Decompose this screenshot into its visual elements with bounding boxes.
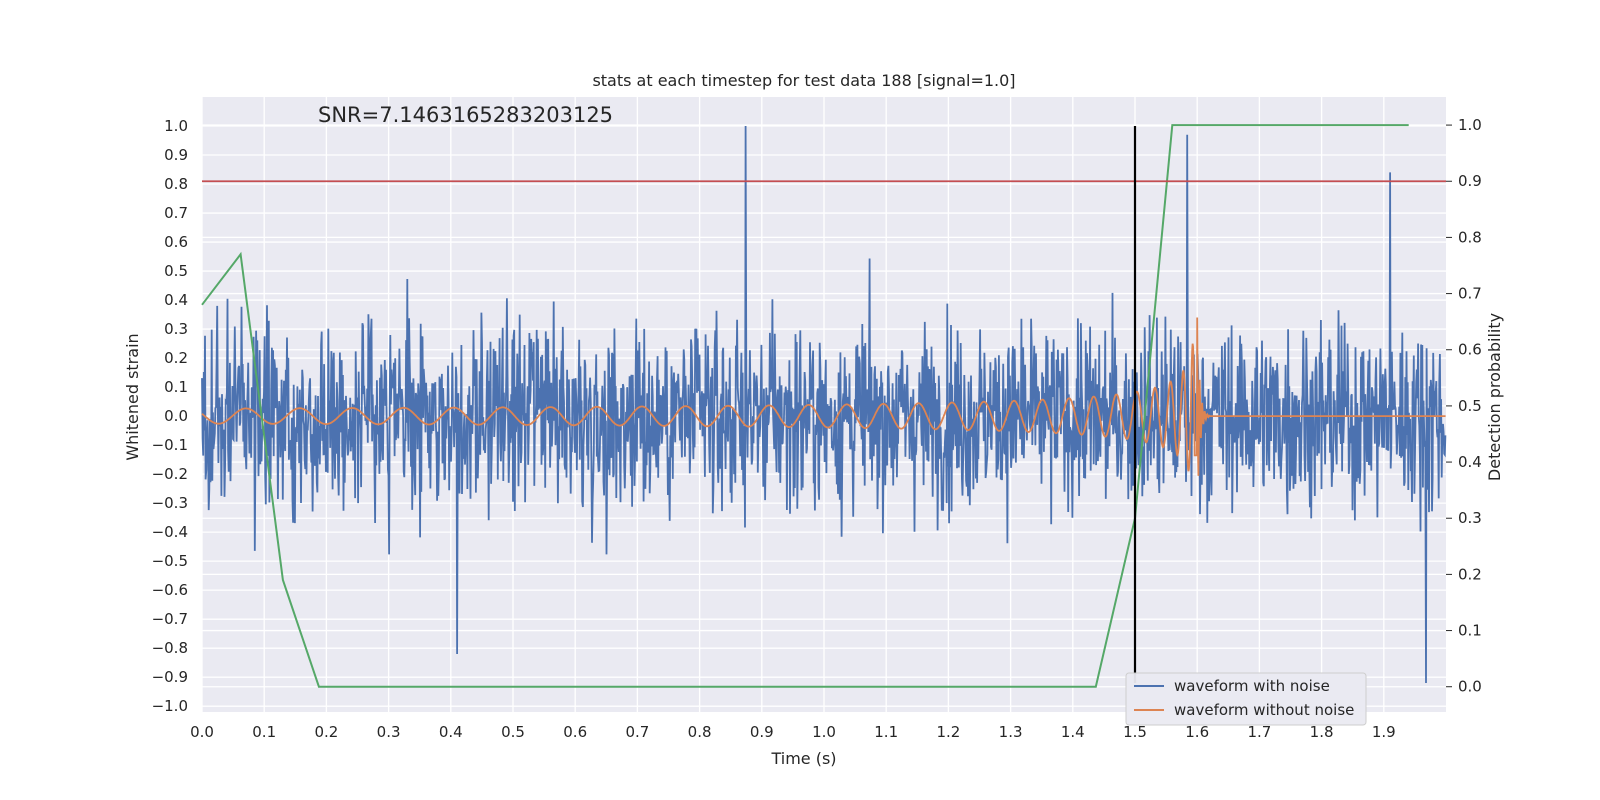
- y2-axis-label: Detection probability: [1485, 313, 1504, 481]
- y2-tick-label: 0.1: [1458, 622, 1482, 640]
- y2-tick-label: 0.2: [1458, 565, 1482, 583]
- y-tick-label: −0.9: [152, 668, 188, 686]
- x-tick-label: 0.5: [501, 723, 525, 741]
- x-axis-label: Time (s): [770, 749, 836, 768]
- x-tick-label: 1.0: [812, 723, 836, 741]
- y-tick-label: 0.6: [164, 233, 188, 251]
- y2-tick-label: 0.7: [1458, 285, 1482, 303]
- x-tick-label: 0.8: [688, 723, 712, 741]
- legend-label-noise: waveform with noise: [1174, 677, 1330, 695]
- y2-tick-label: 0.5: [1458, 397, 1482, 415]
- detection-probability-line: [201, 124, 1409, 688]
- series-waveform-with-noise: [201, 125, 1447, 684]
- y-tick-label: 0.5: [164, 262, 188, 280]
- y-tick-label: 0.9: [164, 146, 188, 164]
- chart-title: stats at each timestep for test data 188…: [592, 71, 1015, 90]
- y2-tick-label: 0.6: [1458, 341, 1482, 359]
- y-tick-label: −0.7: [152, 610, 188, 628]
- y-axis-label: Whitened strain: [123, 333, 142, 460]
- y2-tick-labels: 1.0 0.9 0.8 0.7 0.6 0.5 0.4 0.3 0.2 0.1 0.0: [1446, 116, 1482, 696]
- x-tick-label: 0.0: [190, 723, 214, 741]
- y-tick-label: −0.4: [152, 523, 188, 541]
- snr-annotation: SNR=7.1463165283203125: [318, 103, 613, 127]
- x-tick-label: 1.9: [1372, 723, 1396, 741]
- y-tick-label: −0.5: [152, 552, 188, 570]
- series-waveform-without-noise: [201, 317, 1446, 476]
- legend-label-clean: waveform without noise: [1174, 701, 1354, 719]
- x-tick-label: 1.3: [999, 723, 1023, 741]
- y-tick-label: 0.2: [164, 349, 188, 367]
- y-tick-label: −0.6: [152, 581, 188, 599]
- y-tick-label: 1.0: [164, 117, 188, 135]
- x-tick-label: 1.5: [1123, 723, 1147, 741]
- reference-lines: [202, 126, 1446, 683]
- y-tick-label: 0.3: [164, 320, 188, 338]
- x-tick-label: 1.2: [936, 723, 960, 741]
- y2-tick-label: 0.8: [1458, 228, 1482, 246]
- y-tick-label: −1.0: [152, 697, 188, 715]
- x-tick-label: 1.8: [1310, 723, 1334, 741]
- x-tick-label: 1.4: [1061, 723, 1085, 741]
- y-tick-label: −0.2: [152, 465, 188, 483]
- x-tick-label: 0.7: [625, 723, 649, 741]
- y2-tick-label: 0.3: [1458, 509, 1482, 527]
- y-tick-label: −0.8: [152, 639, 188, 657]
- x-tick-label: 0.6: [563, 723, 587, 741]
- legend-box: [1125, 672, 1367, 726]
- y2-tick-label: 1.0: [1458, 116, 1482, 134]
- y-tick-label: 0.4: [164, 291, 188, 309]
- y-tick-label: −0.3: [152, 494, 188, 512]
- x-tick-label: 0.4: [439, 723, 463, 741]
- x-tick-label: 0.9: [750, 723, 774, 741]
- x-tick-label: 0.3: [377, 723, 401, 741]
- x-tick-labels: 0.0 0.1 0.2 0.3 0.4 0.5 0.6 0.7 0.8 0.9 1.0 1.1 1.2 1…: [190, 723, 1396, 741]
- y-tick-label: 0.8: [164, 175, 188, 193]
- y-tick-label: 0.7: [164, 204, 188, 222]
- x-tick-label: 1.7: [1247, 723, 1271, 741]
- y-tick-label: −0.1: [152, 436, 188, 454]
- x-tick-label: 0.2: [314, 723, 338, 741]
- noise-waveform-line: [201, 125, 1447, 684]
- x-tick-label: 1.1: [874, 723, 898, 741]
- clean-waveform-line: [201, 317, 1446, 476]
- legend: waveform with noise waveform without noi…: [1125, 672, 1367, 726]
- x-tick-label: 0.1: [252, 723, 276, 741]
- y-tick-label: 0.0: [164, 407, 188, 425]
- y-tick-labels: 1.0 0.9 0.8 0.7 0.6 0.5 0.4 0.3 0.2 0.1 0.0 −0.1 −0.…: [152, 117, 188, 715]
- series-detection-probability: [201, 124, 1409, 688]
- y-tick-label: 0.1: [164, 378, 188, 396]
- y2-tick-label: 0.9: [1458, 172, 1482, 190]
- y2-tick-label: 0.4: [1458, 453, 1482, 471]
- x-tick-label: 1.6: [1185, 723, 1209, 741]
- y2-tick-label: 0.0: [1458, 678, 1482, 696]
